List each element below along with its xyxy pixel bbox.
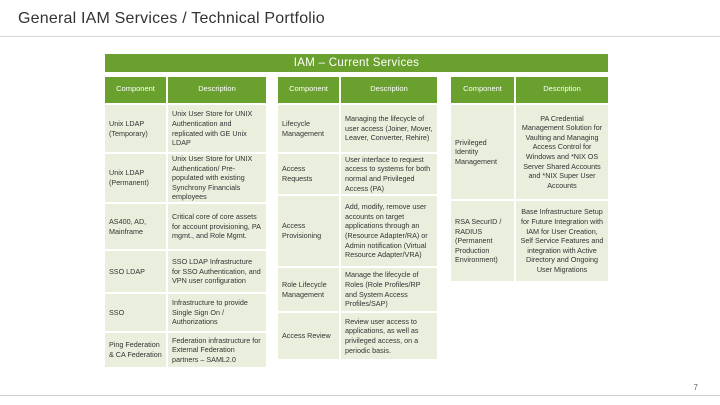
table2-row-2-description: User interface to request access to syst… [341, 154, 437, 194]
table1-row-4-description: SSO LDAP Infrastructure for SSO Authenti… [168, 251, 266, 292]
table3-row-1-description: PA Credential Management Solution for Va… [516, 105, 608, 199]
table1-description-header: Description [168, 77, 266, 103]
table2-row-1-description: Managing the lifecycle of user access (J… [341, 105, 437, 152]
services-banner: IAM – Current Services [105, 54, 608, 72]
title-divider [0, 36, 720, 37]
table1-row-1-component: Unix LDAP (Temporary) [105, 105, 166, 152]
table2-row-2-component: Access Requests [278, 154, 339, 194]
table2-row-4-component: Role Lifecycle Management [278, 268, 339, 311]
table3-description-header: Description [516, 77, 608, 103]
table1-row-6-description: Federation infrastructure for External F… [168, 333, 266, 367]
table1-row-4-component: SSO LDAP [105, 251, 166, 292]
table2-row-3-description: Add, modify, remove user accounts on tar… [341, 196, 437, 266]
table2-row-5-component: Access Review [278, 313, 339, 359]
page-title: General IAM Services / Technical Portfol… [18, 10, 325, 27]
table3-row-1-component: Privileged Identity Management [451, 105, 514, 199]
table1-row-5-component: SSO [105, 294, 166, 331]
page-number: 7 [693, 383, 698, 392]
table3-row-2-component: RSA SecurID / RADIUS (Permanent Producti… [451, 201, 514, 281]
table3-row-2-description: Base Infrastructure Setup for Future Int… [516, 201, 608, 281]
table1-row-2-component: Unix LDAP (Permanent) [105, 154, 166, 202]
table2-row-1-component: Lifecycle Management [278, 105, 339, 152]
table1-row-6-component: Ping Federation & CA Federation [105, 333, 166, 367]
table2-description-header: Description [341, 77, 437, 103]
table2-row-3-component: Access Provisioning [278, 196, 339, 266]
table1-component-header: Component [105, 77, 166, 103]
table2-row-5-description: Review user access to applications, as w… [341, 313, 437, 359]
table2-row-4-description: Manage the lifecycle of Roles (Role Prof… [341, 268, 437, 311]
table2-component-header: Component [278, 77, 339, 103]
table3-component-header: Component [451, 77, 514, 103]
table1-row-5-description: Infrastructure to provide Single Sign On… [168, 294, 266, 331]
table1-row-1-description: Unix User Store for UNIX Authentication … [168, 105, 266, 152]
footer-divider [0, 395, 720, 396]
table1-row-3-description: Critical core of core assets for account… [168, 204, 266, 249]
table1-row-3-component: AS400, AD, Mainframe [105, 204, 166, 249]
table1-row-2-description: Unix User Store for UNIX Authentication/… [168, 154, 266, 202]
